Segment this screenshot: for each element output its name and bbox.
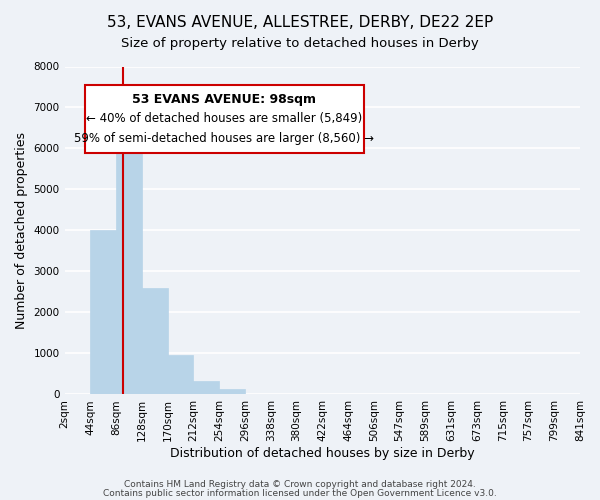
Text: ← 40% of detached houses are smaller (5,849): ← 40% of detached houses are smaller (5,… bbox=[86, 112, 362, 126]
Bar bbox=[167, 355, 193, 395]
Text: Size of property relative to detached houses in Derby: Size of property relative to detached ho… bbox=[121, 38, 479, 51]
Bar bbox=[142, 288, 167, 395]
Text: Contains public sector information licensed under the Open Government Licence v3: Contains public sector information licen… bbox=[103, 488, 497, 498]
Bar bbox=[91, 230, 116, 394]
Text: 59% of semi-detached houses are larger (8,560) →: 59% of semi-detached houses are larger (… bbox=[74, 132, 374, 145]
Text: 53, EVANS AVENUE, ALLESTREE, DERBY, DE22 2EP: 53, EVANS AVENUE, ALLESTREE, DERBY, DE22… bbox=[107, 15, 493, 30]
X-axis label: Distribution of detached houses by size in Derby: Distribution of detached houses by size … bbox=[170, 447, 475, 460]
FancyBboxPatch shape bbox=[85, 84, 364, 154]
Bar bbox=[193, 382, 219, 394]
Y-axis label: Number of detached properties: Number of detached properties bbox=[15, 132, 28, 329]
Text: 53 EVANS AVENUE: 98sqm: 53 EVANS AVENUE: 98sqm bbox=[133, 92, 316, 106]
Text: Contains HM Land Registry data © Crown copyright and database right 2024.: Contains HM Land Registry data © Crown c… bbox=[124, 480, 476, 489]
Bar bbox=[116, 124, 142, 394]
Bar bbox=[219, 389, 245, 394]
